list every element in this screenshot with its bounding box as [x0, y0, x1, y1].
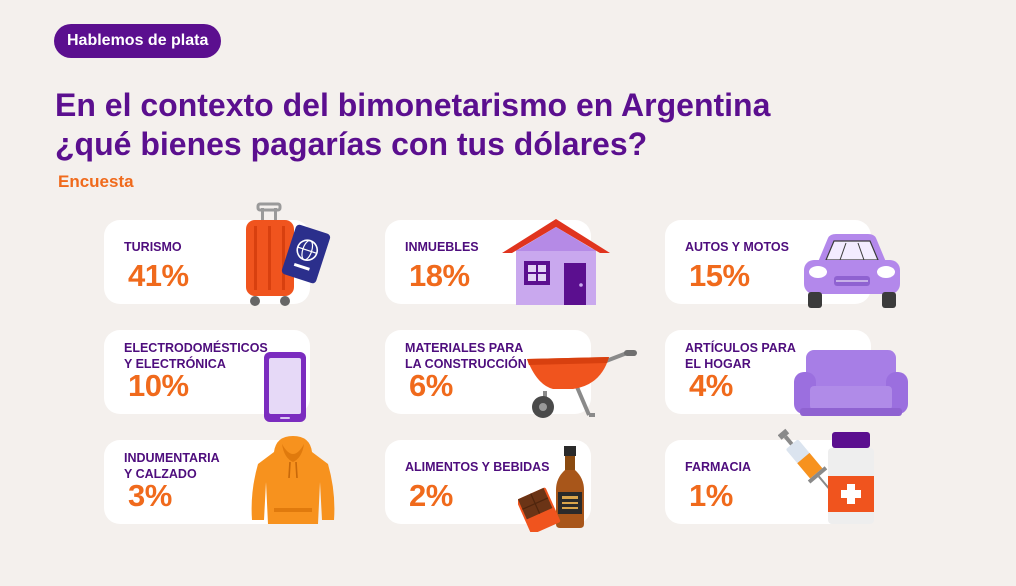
card-value: 10%	[128, 368, 189, 403]
card-label: ARTÍCULOS PARA EL HOGAR	[685, 340, 865, 372]
card-label: MATERIALES PARA LA CONSTRUCCIÓN	[405, 340, 585, 372]
page-subtitle: Encuesta	[58, 172, 134, 191]
card-label-line: ARTÍCULOS PARA	[685, 341, 796, 355]
card-label-line: MATERIALES PARA	[405, 341, 524, 355]
sofa-icon	[794, 350, 908, 416]
card-label: TURISMO	[124, 239, 304, 255]
card-label-line: ELECTRODOMÉSTICOS	[124, 341, 268, 355]
card-value: 1%	[689, 478, 733, 513]
card-value: 6%	[409, 368, 453, 403]
card-label-line: ALIMENTOS Y BEBIDAS	[405, 460, 550, 474]
card-value: 15%	[689, 258, 750, 293]
bottle-chocolate-icon	[518, 446, 584, 532]
card-label: INDUMENTARIA Y CALZADO	[124, 450, 304, 482]
page-title: En el contexto del bimonetarismo en Arge…	[55, 86, 955, 164]
suitcase-icon	[246, 202, 331, 306]
title-line-1: En el contexto del bimonetarismo en Arge…	[55, 87, 771, 123]
card-label-line: Y CALZADO	[124, 467, 197, 481]
card-value: 4%	[689, 368, 733, 403]
wheelbarrow-icon	[527, 350, 637, 418]
card-label-line: INMUEBLES	[405, 240, 479, 254]
card-label-line: INDUMENTARIA	[124, 451, 220, 465]
card-value: 41%	[128, 258, 189, 293]
card-label: ALIMENTOS Y BEBIDAS	[405, 459, 585, 475]
card-label-line: LA CONSTRUCCIÓN	[405, 357, 527, 371]
medicine-icon	[778, 428, 874, 524]
card-label-line: EL HOGAR	[685, 357, 751, 371]
card-label-line: FARMACIA	[685, 460, 751, 474]
title-line-2: ¿qué bienes pagarías con tus dólares?	[55, 126, 648, 162]
card-label: ELECTRODOMÉSTICOS Y ELECTRÓNICA	[124, 340, 304, 372]
card-value: 18%	[409, 258, 470, 293]
stat-card-electro: ELECTRODOMÉSTICOS Y ELECTRÓNICA 10%	[104, 330, 310, 414]
card-value: 3%	[128, 478, 172, 513]
house-icon	[502, 219, 610, 305]
card-label-line: AUTOS Y MOTOS	[685, 240, 789, 254]
car-icon	[804, 234, 900, 308]
card-label: AUTOS Y MOTOS	[685, 239, 865, 255]
card-label: INMUEBLES	[405, 239, 585, 255]
card-value: 2%	[409, 478, 453, 513]
category-badge: Hablemos de plata	[54, 24, 222, 58]
card-label-line: Y ELECTRÓNICA	[124, 357, 226, 371]
phone-icon	[264, 352, 306, 422]
hoodie-icon	[251, 436, 335, 524]
card-label-line: TURISMO	[124, 240, 182, 254]
card-label: FARMACIA	[685, 459, 865, 475]
